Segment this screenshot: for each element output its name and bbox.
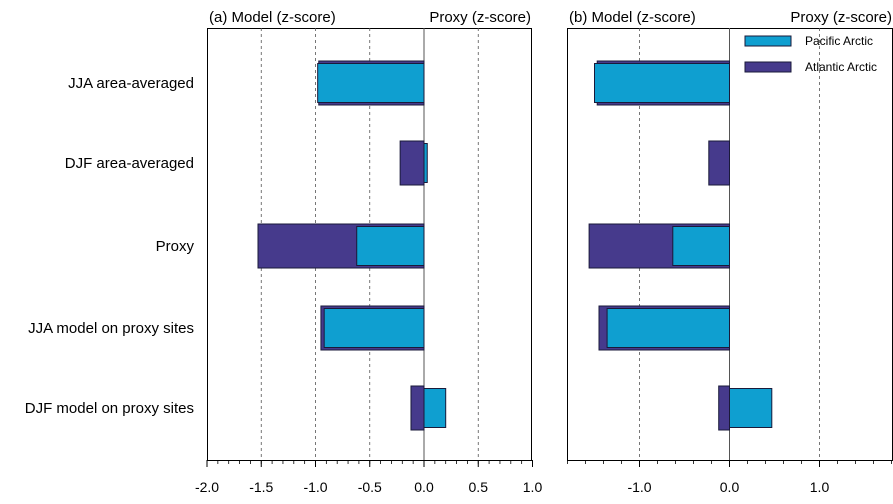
bar-pacific-arctic [606, 308, 730, 348]
bar-atlantic-arctic [399, 140, 425, 186]
x-tick-label: -0.5 [358, 479, 382, 495]
x-tick-label: 0.0 [720, 479, 740, 495]
bar-pacific-arctic [423, 143, 428, 183]
x-tick-label: -1.5 [249, 479, 273, 495]
panel-title-left: (b) Model (z-score) [569, 9, 696, 26]
bar-pacific-arctic [729, 388, 773, 428]
bar-atlantic-arctic [718, 385, 731, 431]
category-label: DJF area-averaged [65, 155, 194, 172]
x-tick-label: -2.0 [195, 479, 219, 495]
x-tick-label: -1.0 [627, 479, 651, 495]
panel-title-right: Proxy (z-score) [790, 9, 892, 26]
bar-pacific-arctic [672, 226, 730, 266]
bar-pacific-arctic [594, 63, 730, 103]
panel-title-right: Proxy (z-score) [429, 9, 531, 26]
legend-swatch [744, 61, 792, 73]
bar-pacific-arctic [423, 388, 447, 428]
category-label: JJA model on proxy sites [28, 320, 194, 337]
legend-swatch [744, 35, 792, 47]
x-tick-label: 1.0 [810, 479, 830, 495]
panel-title-left: (a) Model (z-score) [209, 9, 336, 26]
bar-pacific-arctic [317, 63, 425, 103]
category-label: JJA area-averaged [68, 75, 194, 92]
bar-atlantic-arctic [410, 385, 425, 431]
bar-pacific-arctic [356, 226, 425, 266]
category-label: Proxy [156, 238, 195, 255]
category-label: DJF model on proxy sites [25, 400, 194, 417]
x-tick-label: 0.5 [469, 479, 489, 495]
bar-atlantic-arctic [708, 140, 730, 186]
legend-label: Atlantic Arctic [805, 60, 877, 74]
bar-pacific-arctic [323, 308, 425, 348]
x-tick-label: -1.0 [303, 479, 327, 495]
x-tick-label: 0.0 [414, 479, 434, 495]
legend-label: Pacific Arctic [805, 34, 873, 48]
x-tick-label: 1.0 [523, 479, 543, 495]
